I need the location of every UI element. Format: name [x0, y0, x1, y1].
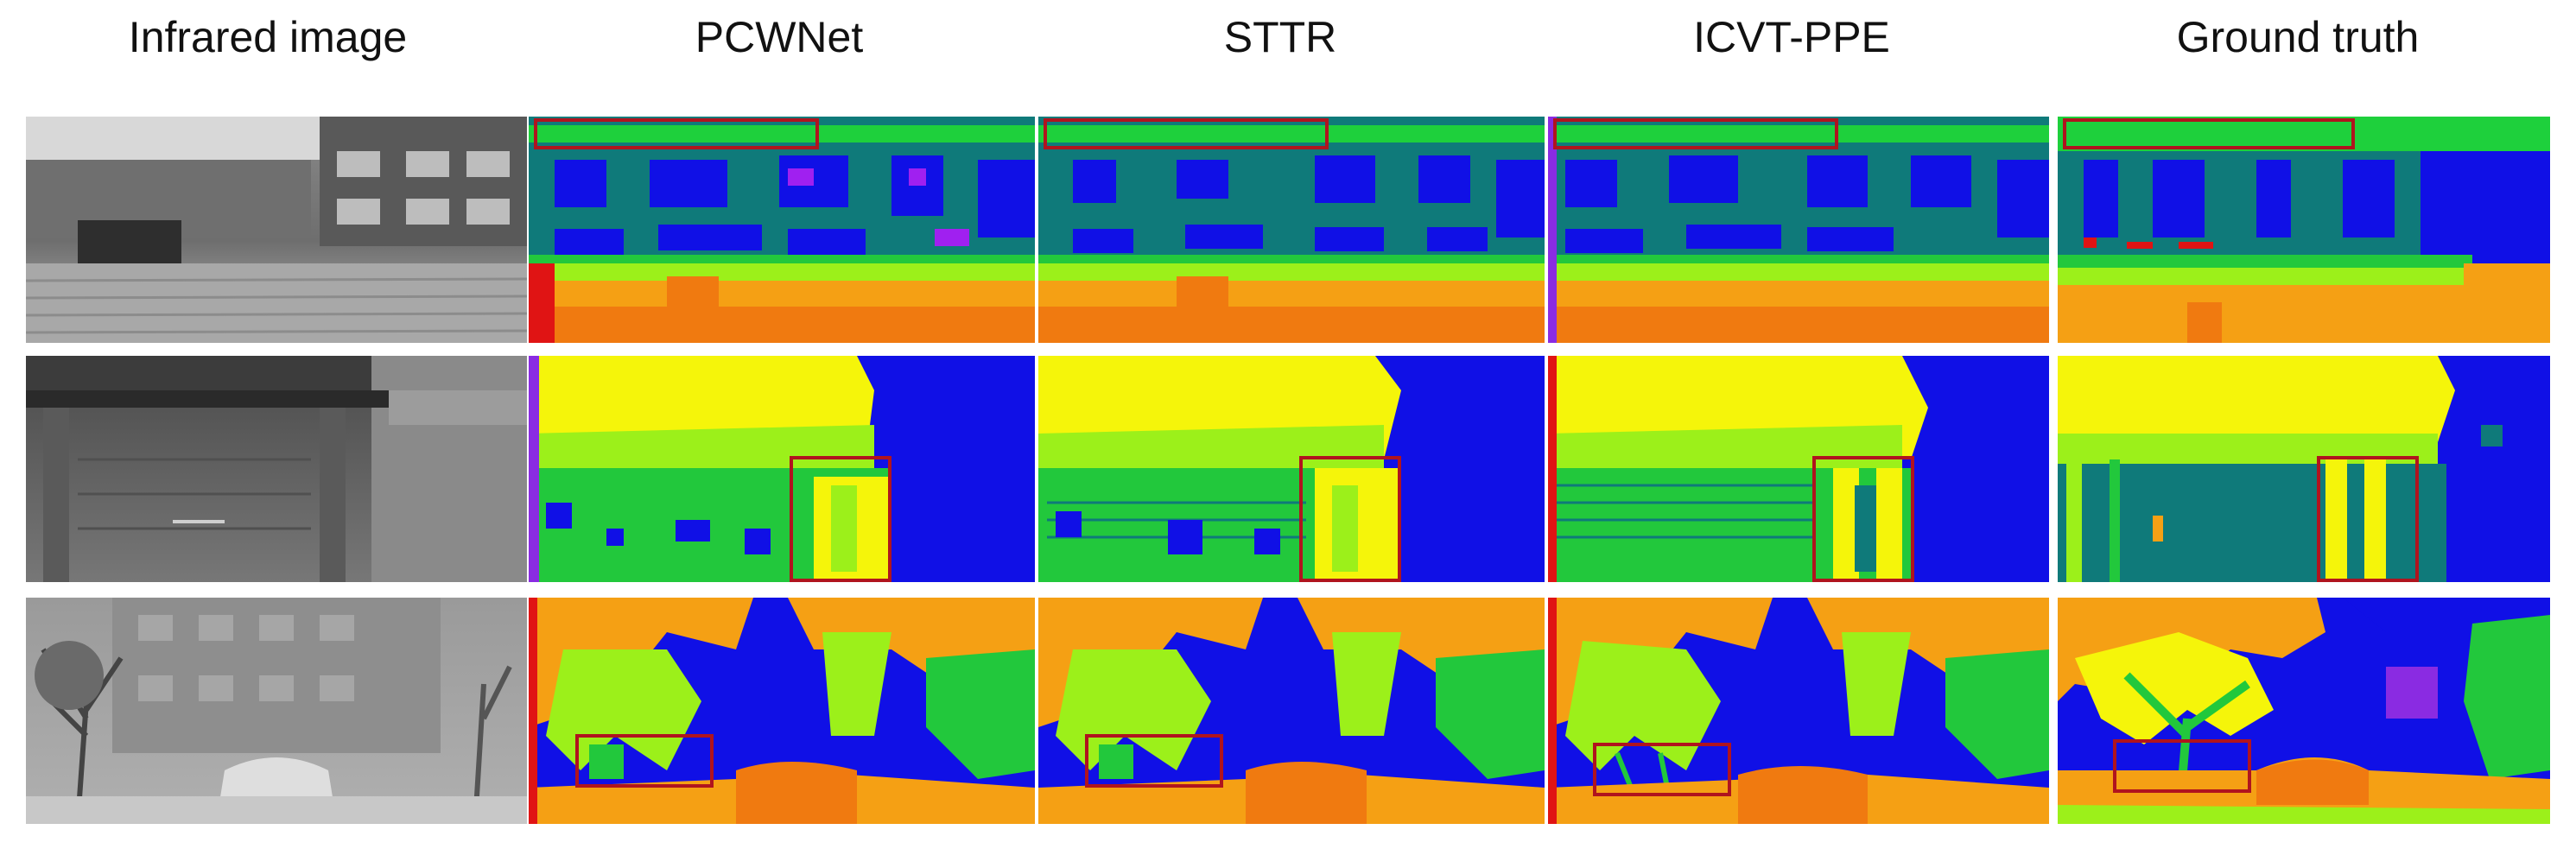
highlight-box-sttr-row-1 [1044, 118, 1329, 149]
highlight-box-ground-truth-row-3 [2113, 739, 2251, 793]
column-header-icvt-ppe: ICVT-PPE [1693, 13, 1890, 61]
pcwnet-disparity-row-3 [529, 598, 1035, 824]
ground-truth-disparity-row-3 [2058, 598, 2550, 824]
pcwnet-disparity-row-1 [529, 117, 1035, 343]
pcwnet-disparity-row-2 [529, 356, 1035, 582]
icvt-ppe-disparity-row-2 [1548, 356, 2049, 582]
infrared-image-row-3 [26, 598, 527, 824]
column-header-pcwnet: PCWNet [695, 13, 864, 61]
icvt-ppe-disparity-row-1 [1548, 117, 2049, 343]
column-header-sttr: STTR [1223, 13, 1337, 61]
ground-truth-disparity-row-1 [2058, 117, 2550, 343]
highlight-box-icvt-ppe-row-1 [1553, 118, 1838, 149]
column-header-ground-truth: Ground truth [2176, 13, 2420, 61]
icvt-ppe-disparity-row-3 [1548, 598, 2049, 824]
infrared-image-row-2 [26, 356, 527, 582]
highlight-box-pcwnet-row-2 [790, 456, 891, 582]
highlight-box-icvt-ppe-row-3 [1593, 743, 1731, 796]
highlight-box-sttr-row-2 [1299, 456, 1401, 582]
ground-truth-disparity-row-2 [2058, 356, 2550, 582]
highlight-box-icvt-ppe-row-2 [1812, 456, 1914, 582]
sttr-disparity-row-2 [1038, 356, 1545, 582]
infrared-image-row-1 [26, 117, 527, 343]
column-header-infrared: Infrared image [128, 13, 408, 61]
sttr-disparity-row-1 [1038, 117, 1545, 343]
highlight-box-ground-truth-row-1 [2063, 118, 2355, 149]
highlight-box-sttr-row-3 [1085, 734, 1223, 788]
highlight-box-ground-truth-row-2 [2317, 456, 2419, 582]
highlight-box-pcwnet-row-1 [534, 118, 819, 149]
highlight-box-pcwnet-row-3 [575, 734, 714, 788]
sttr-disparity-row-3 [1038, 598, 1545, 824]
